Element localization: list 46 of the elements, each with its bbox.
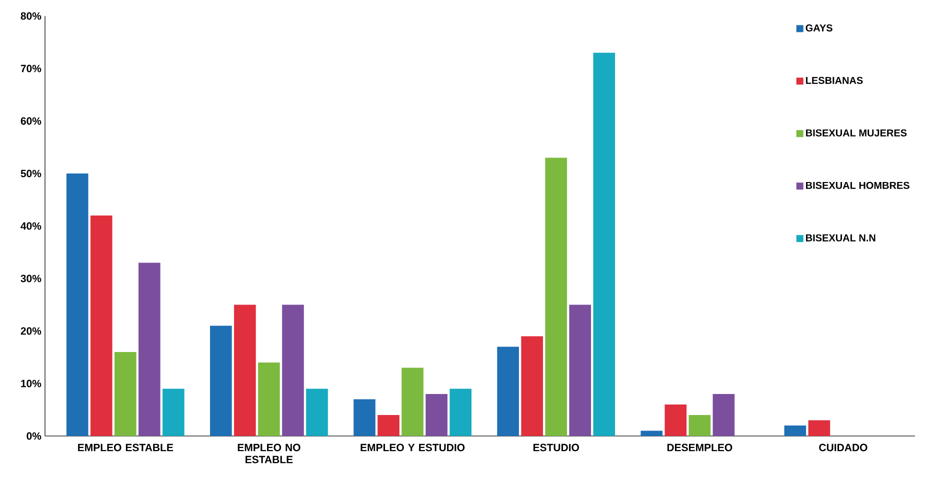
y-tick-label: 10% — [21, 380, 42, 388]
bar — [354, 399, 376, 436]
bar — [569, 304, 592, 436]
y-tick-label: 70% — [20, 64, 42, 72]
legend-label: BISEXUAL MUJERES — [806, 129, 907, 136]
legend-label: BISEXUAL N.N — [806, 234, 876, 242]
bar — [712, 394, 735, 436]
bar — [426, 394, 448, 436]
x-tick-label: EMPLEO NO ESTABLE — [238, 444, 300, 464]
bar — [593, 52, 616, 436]
y-tick-label: 50% — [20, 170, 42, 178]
y-tick-label: 60% — [20, 117, 42, 125]
x-tick-label: EMPLEO ESTABLE — [78, 444, 174, 452]
bar — [90, 216, 112, 436]
bar — [138, 262, 160, 436]
bar — [688, 415, 711, 436]
legend-label: LESBIANAS — [806, 76, 863, 84]
bar — [664, 404, 687, 436]
x-tick-label: EMPLEO Y ESTUDIO — [360, 444, 465, 452]
bar — [162, 388, 184, 436]
bar — [497, 346, 519, 436]
bar — [640, 430, 663, 436]
y-tick-label: 80% — [20, 12, 42, 20]
x-tick-label: ESTUDIO — [533, 444, 579, 452]
bar — [545, 158, 568, 436]
bar — [282, 304, 304, 436]
bar — [114, 352, 136, 436]
bar — [210, 326, 232, 436]
y-tick-label: 0% — [26, 432, 42, 440]
bar — [784, 426, 806, 436]
bar — [258, 362, 280, 436]
y-tick-label: 30% — [20, 274, 42, 282]
bar — [402, 368, 424, 436]
bar — [66, 174, 88, 436]
legend-label: BISEXUAL HOMBRES — [806, 182, 910, 189]
bar — [808, 420, 830, 436]
y-tick-label: 40% — [20, 222, 42, 230]
bar — [234, 304, 256, 436]
bar — [450, 388, 472, 436]
bar — [306, 388, 328, 436]
legend-label: GAYS — [806, 24, 832, 32]
y-tick-label: 20% — [20, 327, 42, 335]
bar — [521, 336, 543, 436]
bar — [378, 415, 400, 436]
x-tick-label: DESEMPLEO — [667, 444, 732, 452]
x-tick-label: CUIDADO — [819, 444, 868, 452]
